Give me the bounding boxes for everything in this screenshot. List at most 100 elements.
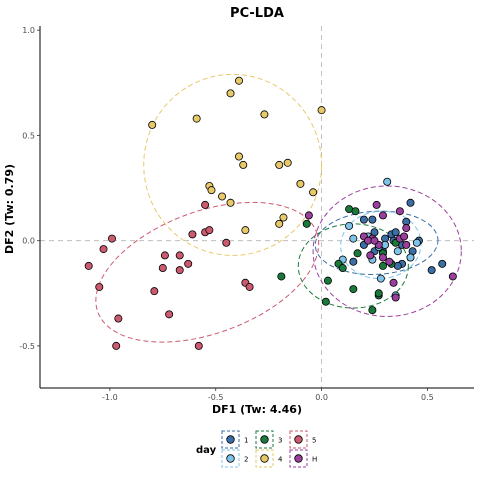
point-day-2	[407, 254, 414, 261]
point-day-3	[339, 264, 346, 271]
point-day-4	[218, 193, 225, 200]
legend-key-2: 2	[222, 450, 248, 467]
point-day-h	[392, 294, 399, 301]
legend-key-symbol	[261, 436, 269, 444]
y-tick-label: 1.0	[22, 26, 35, 35]
point-day-4	[276, 161, 283, 168]
legend-key-3: 3	[256, 431, 282, 448]
legend-key-1: 1	[222, 431, 248, 448]
legend-key-h: H	[290, 450, 317, 467]
point-day-5	[206, 227, 213, 234]
point-day-h	[373, 201, 380, 208]
point-day-4	[208, 187, 215, 194]
point-day-4	[310, 189, 317, 196]
point-day-5	[195, 342, 202, 349]
legend: day 1 2 3 4 5 H	[196, 431, 317, 467]
point-day-1	[360, 216, 367, 223]
point-day-5	[223, 239, 230, 246]
point-day-2	[345, 222, 352, 229]
legend-key-4: 4	[256, 450, 283, 467]
legend-label: H	[312, 456, 317, 464]
y-axis-title: DF2 (Tw: 0.79)	[3, 164, 16, 254]
point-day-4	[235, 153, 242, 160]
point-day-1	[392, 229, 399, 236]
point-day-1	[369, 216, 376, 223]
point-day-5	[176, 267, 183, 274]
legend-key-symbol	[295, 455, 303, 463]
point-day-5	[189, 231, 196, 238]
point-day-1	[407, 199, 414, 206]
point-day-1	[428, 267, 435, 274]
point-day-1	[439, 260, 446, 267]
x-tick-label: 0.5	[421, 393, 434, 402]
legend-title: day	[196, 445, 217, 456]
x-axis-title: DF1 (Tw: 4.46)	[212, 403, 302, 416]
point-day-3	[278, 273, 285, 280]
legend-label: 5	[312, 437, 316, 445]
point-day-5	[108, 235, 115, 242]
point-day-4	[227, 90, 234, 97]
point-day-2	[350, 235, 357, 242]
point-day-h	[449, 273, 456, 280]
point-day-5	[185, 260, 192, 267]
legend-key-symbol	[227, 455, 235, 463]
point-day-4	[318, 107, 325, 114]
point-day-3	[369, 307, 376, 314]
ellipse-day-h	[313, 186, 461, 316]
y-tick-label: 0.5	[22, 131, 35, 140]
point-day-5	[159, 264, 166, 271]
ellipse-day-4	[144, 74, 322, 255]
point-day-h	[390, 279, 397, 286]
legend-label: 2	[244, 456, 248, 464]
point-day-4	[297, 180, 304, 187]
legend-label: 4	[278, 456, 283, 464]
plot-area: -1.0 -0.5 0.0 0.5 -0.5 0.0 0.5 1.0	[19, 26, 474, 402]
point-day-5	[115, 315, 122, 322]
point-day-5	[176, 252, 183, 259]
point-day-h	[379, 254, 386, 261]
point-day-3	[322, 298, 329, 305]
point-day-3	[375, 290, 382, 297]
point-day-4	[242, 227, 249, 234]
legend-label: 1	[244, 437, 248, 445]
point-day-2	[384, 178, 391, 185]
point-day-2	[377, 275, 384, 282]
point-day-3	[354, 250, 361, 257]
point-day-4	[227, 199, 234, 206]
point-day-4	[193, 115, 200, 122]
legend-key-symbol	[227, 436, 235, 444]
legend-key-symbol	[295, 436, 303, 444]
point-day-4	[149, 121, 156, 128]
point-day-h	[379, 212, 386, 219]
point-day-5	[151, 288, 158, 295]
point-day-h	[367, 252, 374, 259]
point-day-5	[113, 342, 120, 349]
point-day-5	[85, 262, 92, 269]
point-day-2	[413, 239, 420, 246]
point-day-h	[403, 224, 410, 231]
chart-title: PC-LDA	[230, 6, 284, 21]
point-day-4	[235, 77, 242, 84]
legend-label: 3	[278, 437, 282, 445]
point-day-4	[284, 159, 291, 166]
point-day-5	[166, 311, 173, 318]
point-day-h	[401, 233, 408, 240]
point-day-3	[352, 208, 359, 215]
point-day-h	[403, 241, 410, 248]
point-day-4	[240, 161, 247, 168]
x-tick-label: -1.0	[102, 393, 118, 402]
point-day-h	[396, 208, 403, 215]
point-day-3	[324, 277, 331, 284]
point-day-1	[350, 258, 357, 265]
x-tick-label: 0.0	[315, 393, 328, 402]
point-day-5	[202, 201, 209, 208]
legend-key-symbol	[261, 455, 269, 463]
point-day-2	[394, 248, 401, 255]
point-day-4	[276, 220, 283, 227]
point-day-3	[379, 262, 386, 269]
point-day-4	[280, 214, 287, 221]
point-day-h	[305, 212, 312, 219]
point-day-5	[161, 252, 168, 259]
y-tick-label: -0.5	[19, 342, 35, 351]
